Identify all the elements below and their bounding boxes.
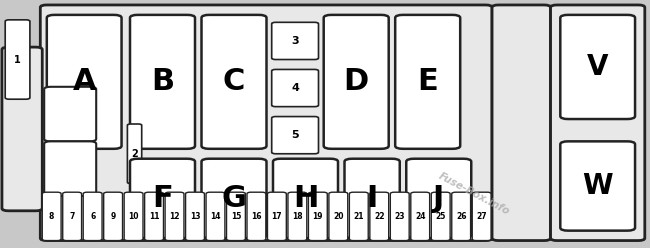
FancyBboxPatch shape: [47, 15, 122, 149]
FancyBboxPatch shape: [560, 141, 635, 231]
FancyBboxPatch shape: [472, 192, 491, 241]
FancyBboxPatch shape: [273, 159, 338, 238]
Text: 25: 25: [436, 212, 446, 221]
Text: 11: 11: [149, 212, 159, 221]
FancyBboxPatch shape: [432, 192, 450, 241]
Text: 15: 15: [231, 212, 241, 221]
FancyBboxPatch shape: [551, 5, 645, 241]
Text: I: I: [367, 184, 378, 213]
Text: V: V: [587, 53, 608, 81]
Text: 18: 18: [292, 212, 303, 221]
FancyBboxPatch shape: [127, 124, 142, 184]
FancyBboxPatch shape: [40, 5, 492, 241]
Text: 6: 6: [90, 212, 96, 221]
Text: 1: 1: [14, 55, 21, 64]
FancyBboxPatch shape: [130, 159, 195, 238]
Text: 22: 22: [374, 212, 385, 221]
Text: 21: 21: [354, 212, 364, 221]
Text: 12: 12: [169, 212, 180, 221]
FancyBboxPatch shape: [42, 192, 61, 241]
FancyBboxPatch shape: [124, 192, 143, 241]
Text: Fuse-Box.info: Fuse-Box.info: [437, 170, 512, 217]
Text: A: A: [72, 67, 96, 96]
FancyBboxPatch shape: [492, 5, 551, 241]
Text: 26: 26: [456, 212, 467, 221]
FancyBboxPatch shape: [202, 15, 266, 149]
FancyBboxPatch shape: [288, 192, 307, 241]
FancyBboxPatch shape: [272, 69, 318, 107]
Text: 3: 3: [291, 36, 299, 46]
FancyBboxPatch shape: [411, 192, 430, 241]
FancyBboxPatch shape: [83, 192, 102, 241]
FancyBboxPatch shape: [560, 15, 635, 119]
Text: F: F: [152, 184, 173, 213]
Text: 13: 13: [190, 212, 200, 221]
Text: 8: 8: [49, 212, 55, 221]
Text: E: E: [417, 67, 438, 96]
FancyBboxPatch shape: [395, 15, 460, 149]
FancyBboxPatch shape: [62, 192, 82, 241]
FancyBboxPatch shape: [165, 192, 184, 241]
Text: 20: 20: [333, 212, 344, 221]
Text: 14: 14: [210, 212, 221, 221]
FancyBboxPatch shape: [452, 192, 471, 241]
FancyBboxPatch shape: [44, 141, 96, 196]
Text: J: J: [433, 184, 445, 213]
Text: 9: 9: [111, 212, 116, 221]
Text: C: C: [223, 67, 245, 96]
FancyBboxPatch shape: [309, 192, 327, 241]
FancyBboxPatch shape: [324, 15, 389, 149]
FancyBboxPatch shape: [2, 47, 42, 211]
FancyBboxPatch shape: [350, 192, 369, 241]
FancyBboxPatch shape: [104, 192, 122, 241]
FancyBboxPatch shape: [206, 192, 225, 241]
FancyBboxPatch shape: [44, 87, 96, 141]
Text: 17: 17: [272, 212, 282, 221]
Text: 5: 5: [291, 130, 299, 140]
Text: 19: 19: [313, 212, 323, 221]
FancyBboxPatch shape: [186, 192, 204, 241]
Text: 16: 16: [251, 212, 262, 221]
Text: 2: 2: [131, 149, 138, 159]
FancyBboxPatch shape: [370, 192, 389, 241]
Text: 10: 10: [128, 212, 139, 221]
FancyBboxPatch shape: [268, 192, 287, 241]
FancyBboxPatch shape: [5, 20, 30, 99]
Text: W: W: [582, 172, 613, 200]
FancyBboxPatch shape: [247, 192, 266, 241]
FancyBboxPatch shape: [130, 15, 195, 149]
FancyBboxPatch shape: [406, 159, 471, 238]
FancyBboxPatch shape: [272, 22, 318, 60]
FancyBboxPatch shape: [226, 192, 246, 241]
Text: 4: 4: [291, 83, 299, 93]
Text: 27: 27: [476, 212, 487, 221]
Text: B: B: [151, 67, 174, 96]
Text: 7: 7: [70, 212, 75, 221]
Text: H: H: [292, 184, 318, 213]
FancyBboxPatch shape: [390, 192, 410, 241]
FancyBboxPatch shape: [202, 159, 266, 238]
FancyBboxPatch shape: [329, 192, 348, 241]
FancyBboxPatch shape: [272, 117, 318, 154]
FancyBboxPatch shape: [144, 192, 164, 241]
Text: D: D: [344, 67, 369, 96]
Text: 23: 23: [395, 212, 405, 221]
FancyBboxPatch shape: [344, 159, 400, 238]
Text: 24: 24: [415, 212, 426, 221]
Text: G: G: [222, 184, 246, 213]
